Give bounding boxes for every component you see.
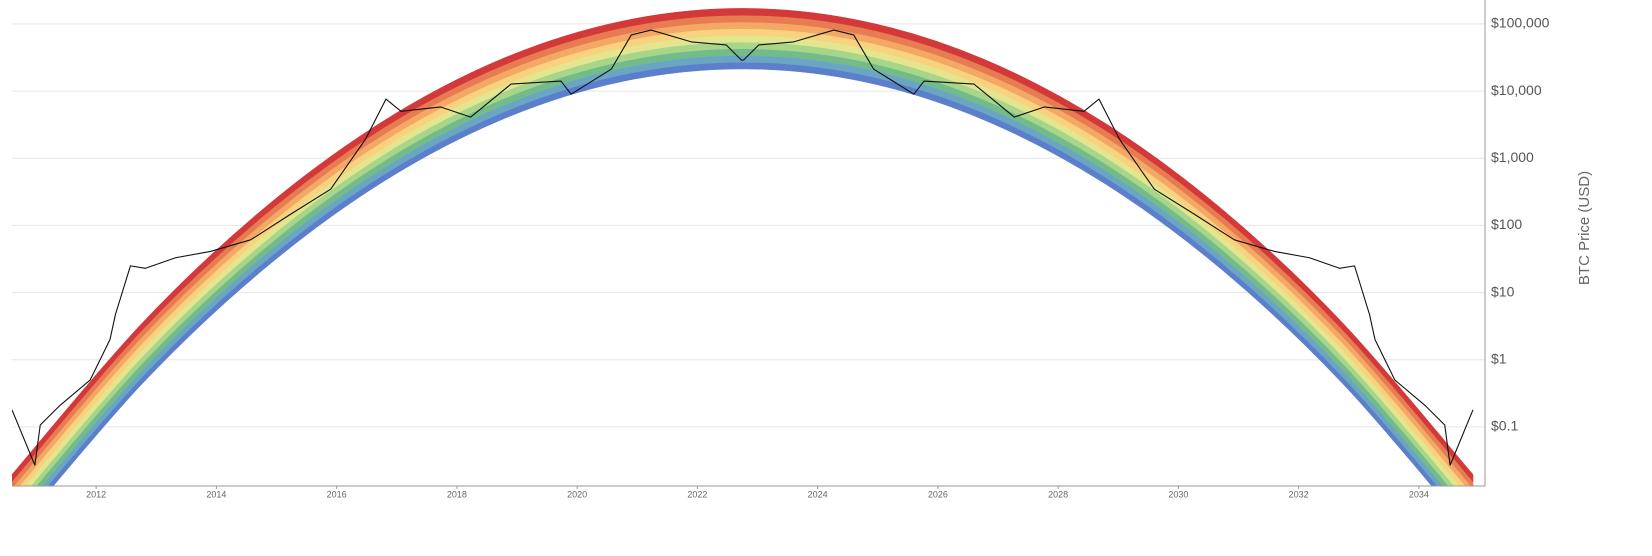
- rainbow-band: [12, 8, 1474, 483]
- y-tick-label: $10,000: [1491, 82, 1542, 98]
- x-tick-label: 2024: [808, 489, 828, 499]
- plot-area: [12, 8, 1474, 486]
- x-tick-label: 2020: [567, 489, 587, 499]
- grid: [12, 23, 1485, 428]
- y-tick-label: $1: [1491, 350, 1507, 366]
- y-tick-label: $1,000: [1491, 149, 1534, 165]
- x-tick-label: 2014: [206, 489, 226, 499]
- x-tick-label: 2016: [327, 489, 347, 499]
- x-tick-label: 2012: [86, 489, 106, 499]
- x-tick-label: 2030: [1168, 489, 1188, 499]
- y-tick-label: $100,000: [1491, 15, 1550, 31]
- rainbow-band: [47, 61, 1438, 486]
- x-tick-label: 2018: [447, 489, 467, 499]
- price-line: [12, 29, 1474, 466]
- x-tick-label: 2022: [687, 489, 707, 499]
- y-tick-label: $10: [1491, 283, 1515, 299]
- y-tick-label: $0.1: [1491, 418, 1518, 434]
- y-tick-label: $100: [1491, 216, 1522, 232]
- x-tick-label: 2032: [1289, 489, 1309, 499]
- x-tick-label: 2026: [928, 489, 948, 499]
- x-tick-label: 2034: [1409, 489, 1429, 499]
- x-tick-label: 2028: [1048, 489, 1068, 499]
- y-axis-label: BTC Price (USD): [1576, 171, 1593, 285]
